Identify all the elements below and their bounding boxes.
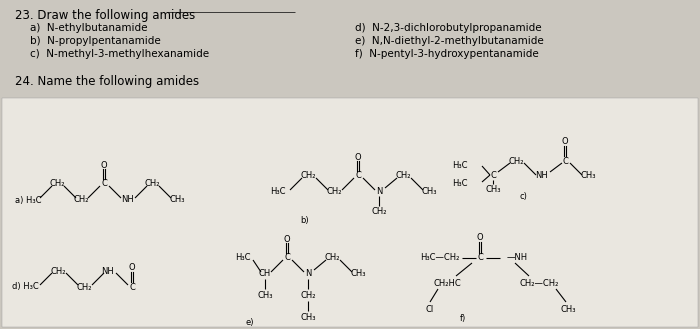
Text: e)  N,N-diethyl-2-methylbutanamide: e) N,N-diethyl-2-methylbutanamide	[355, 36, 544, 46]
Text: H₃C: H₃C	[270, 188, 286, 196]
Text: H₃C: H₃C	[235, 254, 251, 263]
Text: CH₂: CH₂	[324, 254, 340, 263]
Text: O: O	[477, 234, 483, 242]
Text: CH₃: CH₃	[258, 291, 273, 299]
Text: O: O	[129, 264, 135, 272]
Text: CH₂: CH₂	[144, 180, 160, 189]
Text: CH₂—CH₂: CH₂—CH₂	[519, 279, 559, 288]
Text: CH₂: CH₂	[300, 171, 316, 181]
Text: f)  N-pentyl-3-hydroxypentanamide: f) N-pentyl-3-hydroxypentanamide	[355, 49, 539, 59]
Text: a) H₃C: a) H₃C	[15, 195, 41, 205]
Text: C: C	[355, 171, 361, 181]
Text: CH₂: CH₂	[49, 180, 64, 189]
Text: H₃C: H₃C	[452, 179, 468, 188]
Text: N: N	[304, 269, 312, 279]
Text: NH: NH	[102, 266, 114, 275]
Text: C: C	[477, 254, 483, 263]
Text: 24. Name the following amides: 24. Name the following amides	[15, 75, 199, 88]
Text: b): b)	[300, 215, 309, 224]
Text: CH₃: CH₃	[580, 170, 596, 180]
Text: O: O	[355, 153, 361, 162]
FancyBboxPatch shape	[0, 0, 700, 100]
Text: a)  N-ethylbutanamide: a) N-ethylbutanamide	[30, 23, 148, 33]
Text: CH: CH	[259, 269, 271, 279]
FancyBboxPatch shape	[2, 98, 698, 327]
Text: H₃C—CH₂: H₃C—CH₂	[420, 254, 459, 263]
Text: CH₂: CH₂	[76, 283, 92, 291]
Text: b)  N-propylpentanamide: b) N-propylpentanamide	[30, 36, 161, 46]
Text: d)  N-2,3-dichlorobutylpropanamide: d) N-2,3-dichlorobutylpropanamide	[355, 23, 542, 33]
Text: H₃C: H₃C	[452, 161, 468, 169]
Text: f): f)	[460, 314, 466, 322]
Text: NH: NH	[120, 195, 134, 205]
Text: CH₃: CH₃	[421, 188, 437, 196]
Text: e): e)	[245, 317, 253, 326]
Text: O: O	[284, 235, 290, 243]
Text: CH₂: CH₂	[326, 188, 342, 196]
Text: CH₂: CH₂	[395, 171, 411, 181]
Text: CH₂: CH₂	[508, 157, 524, 165]
Text: c)  N-methyl-3-methylhexanamide: c) N-methyl-3-methylhexanamide	[30, 49, 209, 59]
Text: CH₃: CH₃	[300, 313, 316, 321]
Text: Cl: Cl	[426, 305, 434, 314]
Text: C: C	[490, 170, 496, 180]
Text: C: C	[129, 283, 135, 291]
Text: CH₂: CH₂	[371, 208, 386, 216]
Text: c): c)	[520, 192, 528, 201]
Text: CH₃: CH₃	[560, 305, 575, 314]
Text: C: C	[284, 254, 290, 263]
Text: N: N	[376, 188, 382, 196]
Text: —NH: —NH	[507, 254, 528, 263]
Text: O: O	[561, 138, 568, 146]
Text: d) H₃C: d) H₃C	[12, 283, 38, 291]
Text: CH₂: CH₂	[300, 291, 316, 299]
Text: CH₃: CH₃	[169, 195, 185, 205]
Text: 23. Draw the following amides: 23. Draw the following amides	[15, 9, 195, 22]
Text: C: C	[101, 180, 107, 189]
Text: NH: NH	[536, 170, 548, 180]
Text: O: O	[101, 161, 107, 169]
Text: CH₂: CH₂	[74, 195, 89, 205]
Text: CH₂HC: CH₂HC	[433, 279, 461, 288]
Text: CH₃: CH₃	[350, 269, 365, 279]
Text: CH₂: CH₂	[50, 266, 66, 275]
Text: C: C	[562, 157, 568, 165]
Text: CH₃: CH₃	[485, 185, 500, 193]
